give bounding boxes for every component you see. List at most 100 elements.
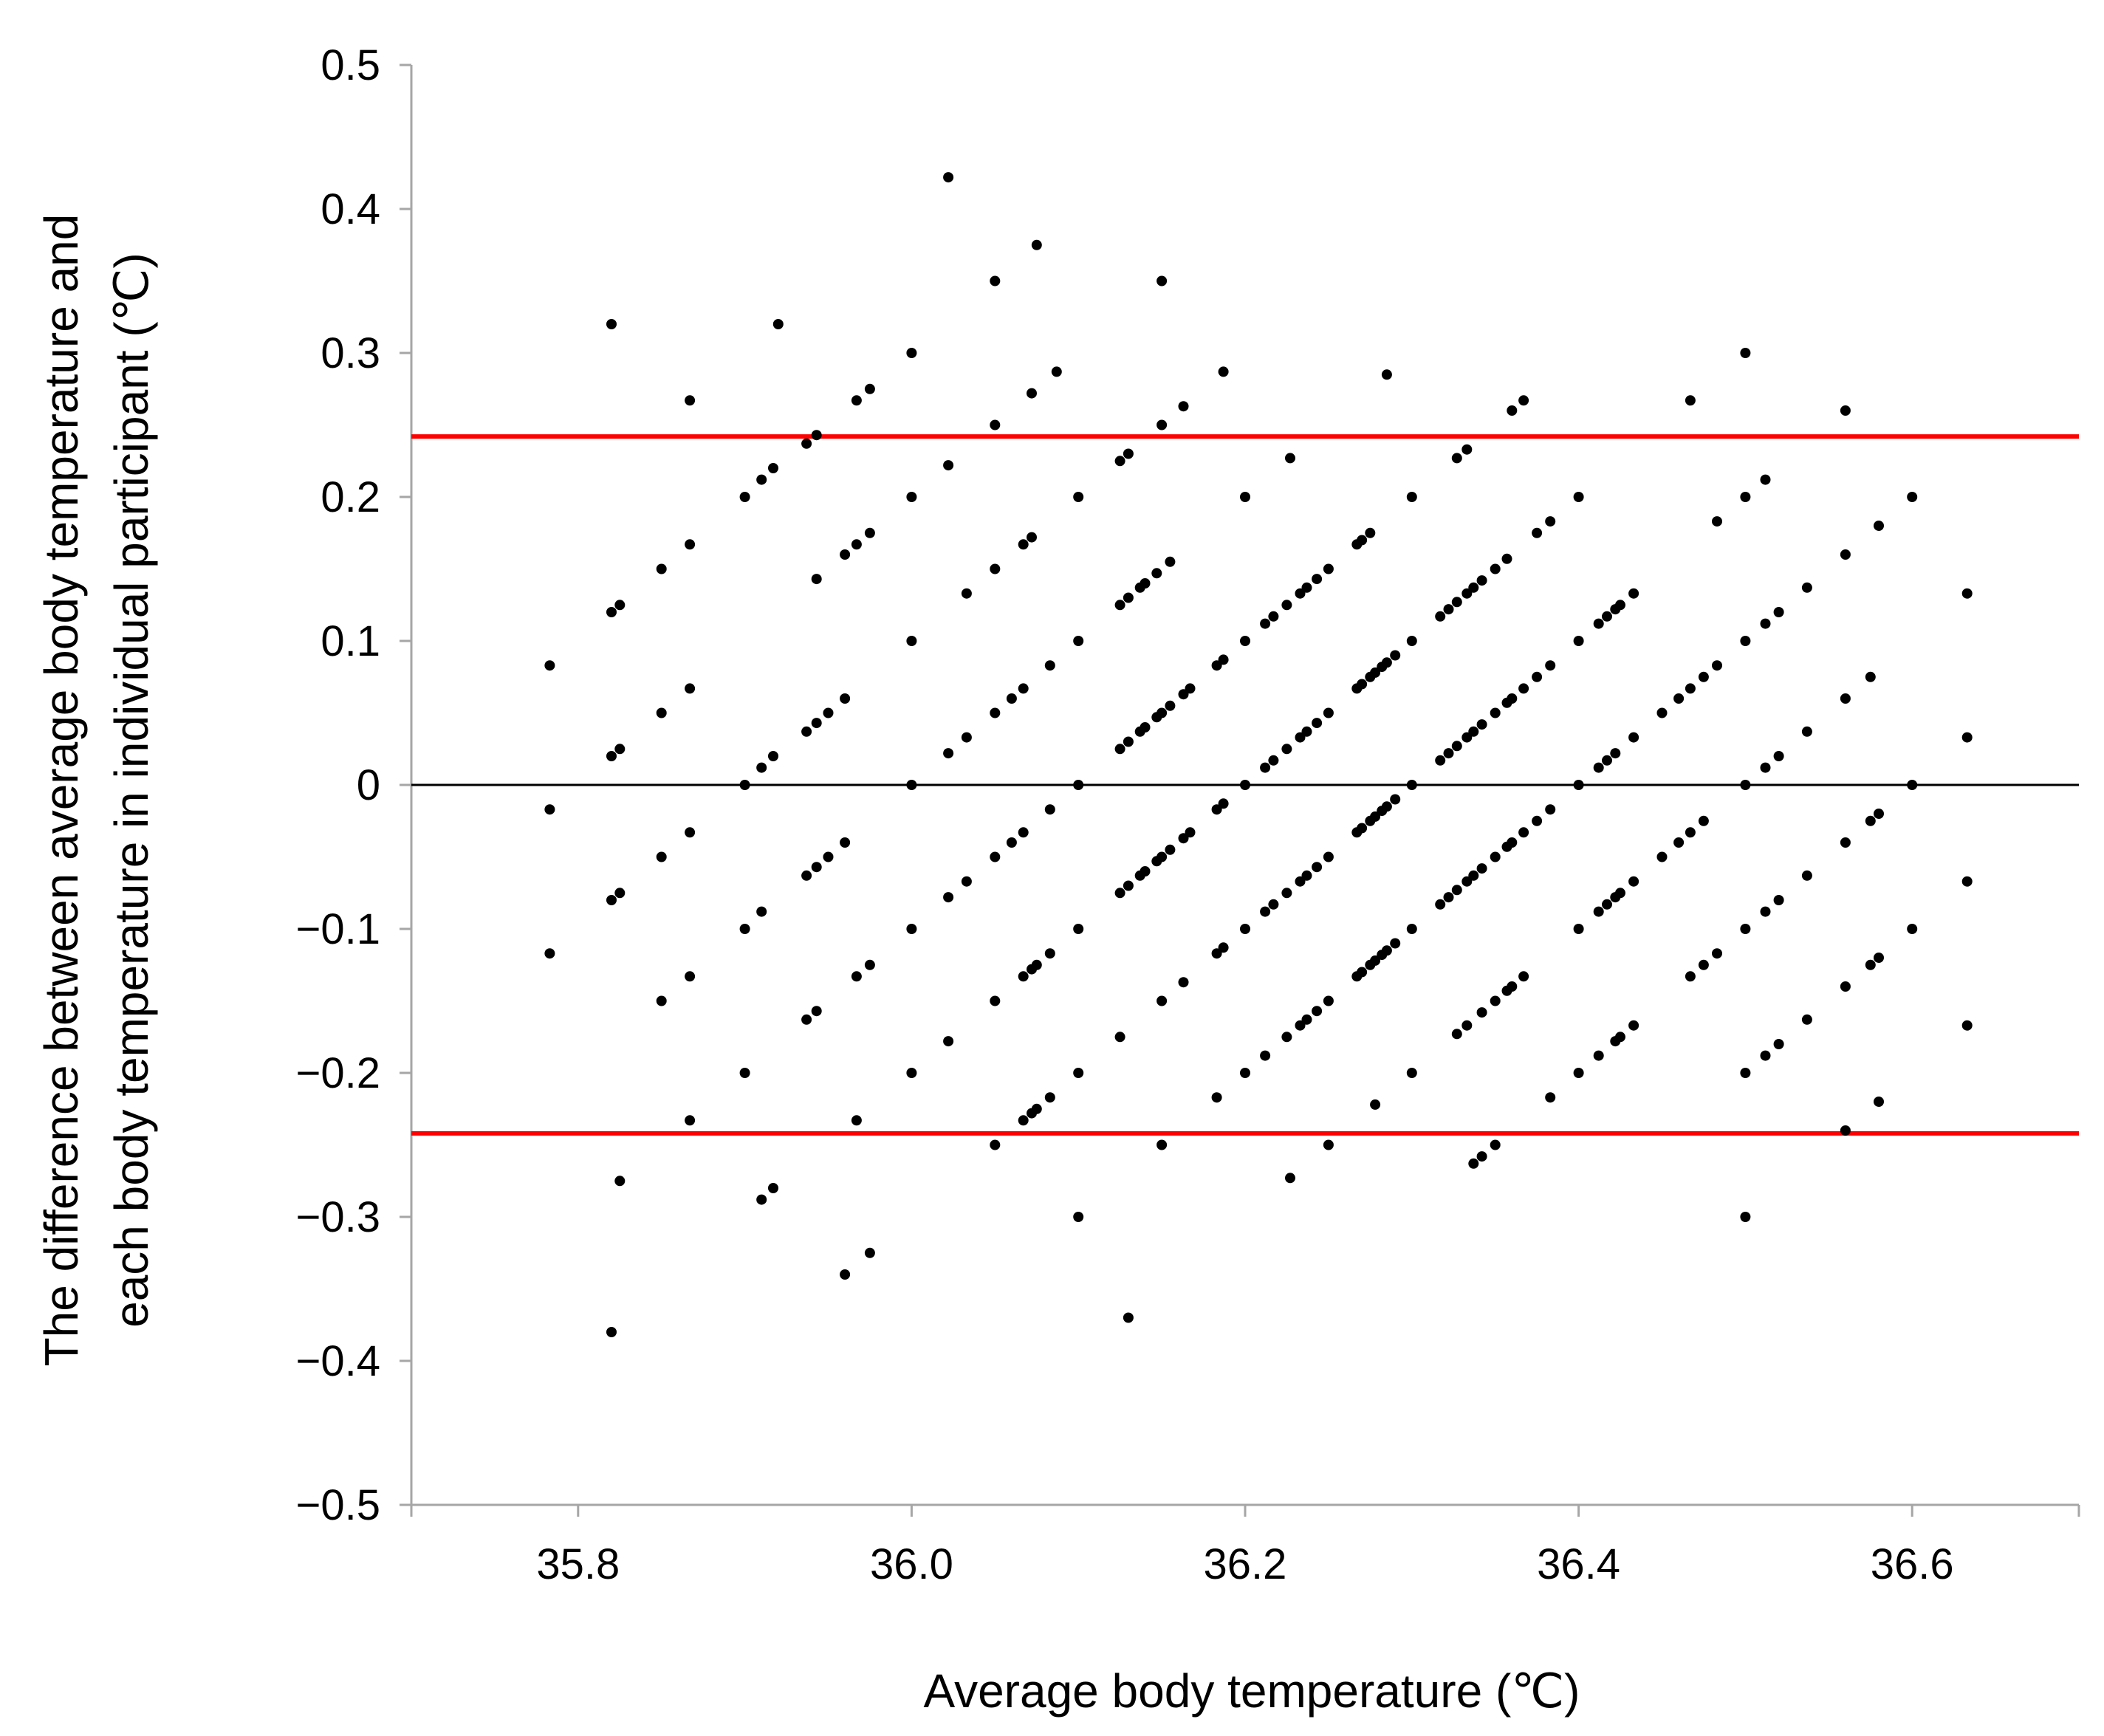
data-point [1218, 798, 1229, 809]
data-point [1044, 660, 1055, 671]
data-point [1370, 667, 1381, 678]
data-point [614, 744, 626, 755]
data-points [544, 172, 1973, 1337]
data-point [1698, 671, 1709, 682]
data-point [1301, 582, 1312, 593]
data-point [1185, 683, 1196, 694]
y-tick-label: −0.3 [296, 1193, 381, 1241]
data-point [1760, 762, 1771, 773]
data-point [739, 780, 750, 790]
data-point [1018, 971, 1029, 982]
data-point [685, 539, 696, 550]
data-point [1573, 636, 1584, 646]
data-point [1156, 995, 1168, 1006]
data-point [1156, 851, 1168, 862]
data-point [1301, 1014, 1312, 1025]
data-point [606, 319, 617, 329]
data-point [1357, 967, 1368, 978]
data-point [943, 748, 954, 759]
data-point [1140, 722, 1151, 733]
data-point [1301, 870, 1312, 881]
data-point [1312, 574, 1323, 585]
data-point [1165, 700, 1176, 711]
data-point [1165, 556, 1176, 567]
data-point [990, 275, 1001, 287]
data-point [990, 851, 1001, 862]
data-point [1573, 492, 1584, 502]
data-point [1027, 532, 1037, 543]
data-point [1462, 876, 1473, 887]
data-point [1476, 1151, 1487, 1162]
data-point [906, 636, 917, 646]
data-point [1610, 748, 1621, 759]
data-point [1323, 995, 1334, 1006]
data-point [1323, 563, 1334, 574]
data-point [1295, 1020, 1306, 1031]
data-point [1907, 924, 1918, 934]
data-point [1907, 780, 1918, 790]
data-point [1468, 1158, 1479, 1169]
data-point [943, 892, 954, 903]
y-tick-label: −0.2 [296, 1049, 381, 1097]
x-axis-title: Average body temperature (℃) [924, 1664, 1580, 1718]
data-point [1801, 726, 1812, 737]
data-point [1602, 611, 1612, 622]
data-point [1123, 1312, 1134, 1323]
data-point [1573, 924, 1584, 934]
data-point [811, 430, 822, 441]
data-point [840, 549, 851, 560]
data-point [1151, 568, 1162, 579]
data-point [1114, 1032, 1125, 1043]
data-point [1698, 815, 1709, 826]
data-point [1240, 780, 1250, 790]
data-point [1532, 527, 1543, 538]
data-point [1615, 888, 1625, 899]
data-point [1874, 521, 1884, 531]
data-point [1218, 942, 1229, 953]
data-point [1156, 275, 1168, 287]
data-point [1165, 844, 1176, 855]
data-point [1801, 1014, 1812, 1025]
data-point [851, 539, 862, 550]
data-point [1740, 1068, 1751, 1078]
data-point [1865, 959, 1876, 970]
data-point [1840, 549, 1851, 560]
data-point [1018, 683, 1029, 694]
data-point [801, 726, 812, 737]
data-point [1301, 726, 1312, 737]
data-point [1123, 736, 1134, 747]
data-point [544, 948, 555, 959]
data-point [1593, 762, 1604, 773]
data-point [1615, 1032, 1625, 1043]
data-point [1773, 607, 1784, 617]
data-point [1260, 762, 1271, 773]
data-point [1443, 604, 1454, 615]
data-point [656, 563, 667, 574]
data-point [1381, 369, 1392, 380]
data-point [1406, 636, 1417, 646]
data-point [1044, 1092, 1055, 1103]
data-point [906, 1068, 917, 1078]
data-point [1462, 588, 1473, 599]
data-point [1801, 870, 1812, 881]
data-point [1073, 780, 1084, 790]
data-point [906, 492, 917, 502]
data-point [801, 1014, 812, 1025]
data-point [1476, 719, 1487, 730]
data-point [1961, 588, 1973, 599]
data-point [990, 419, 1001, 430]
data-point [811, 1006, 822, 1017]
data-point [1628, 732, 1639, 743]
data-point [811, 862, 822, 873]
data-point [1073, 1212, 1084, 1222]
data-point [851, 395, 862, 406]
data-point [1773, 1039, 1784, 1049]
data-point [1712, 660, 1722, 671]
data-point [614, 1176, 626, 1187]
data-point [1406, 780, 1417, 790]
data-point [1518, 683, 1529, 694]
data-point [840, 837, 851, 848]
data-point [1073, 924, 1084, 934]
x-axis-ticks: 35.8 36.0 36.2 36.4 36.6 [536, 1505, 1954, 1588]
y-axis-title-line2: each body temperature in individual part… [105, 253, 158, 1328]
